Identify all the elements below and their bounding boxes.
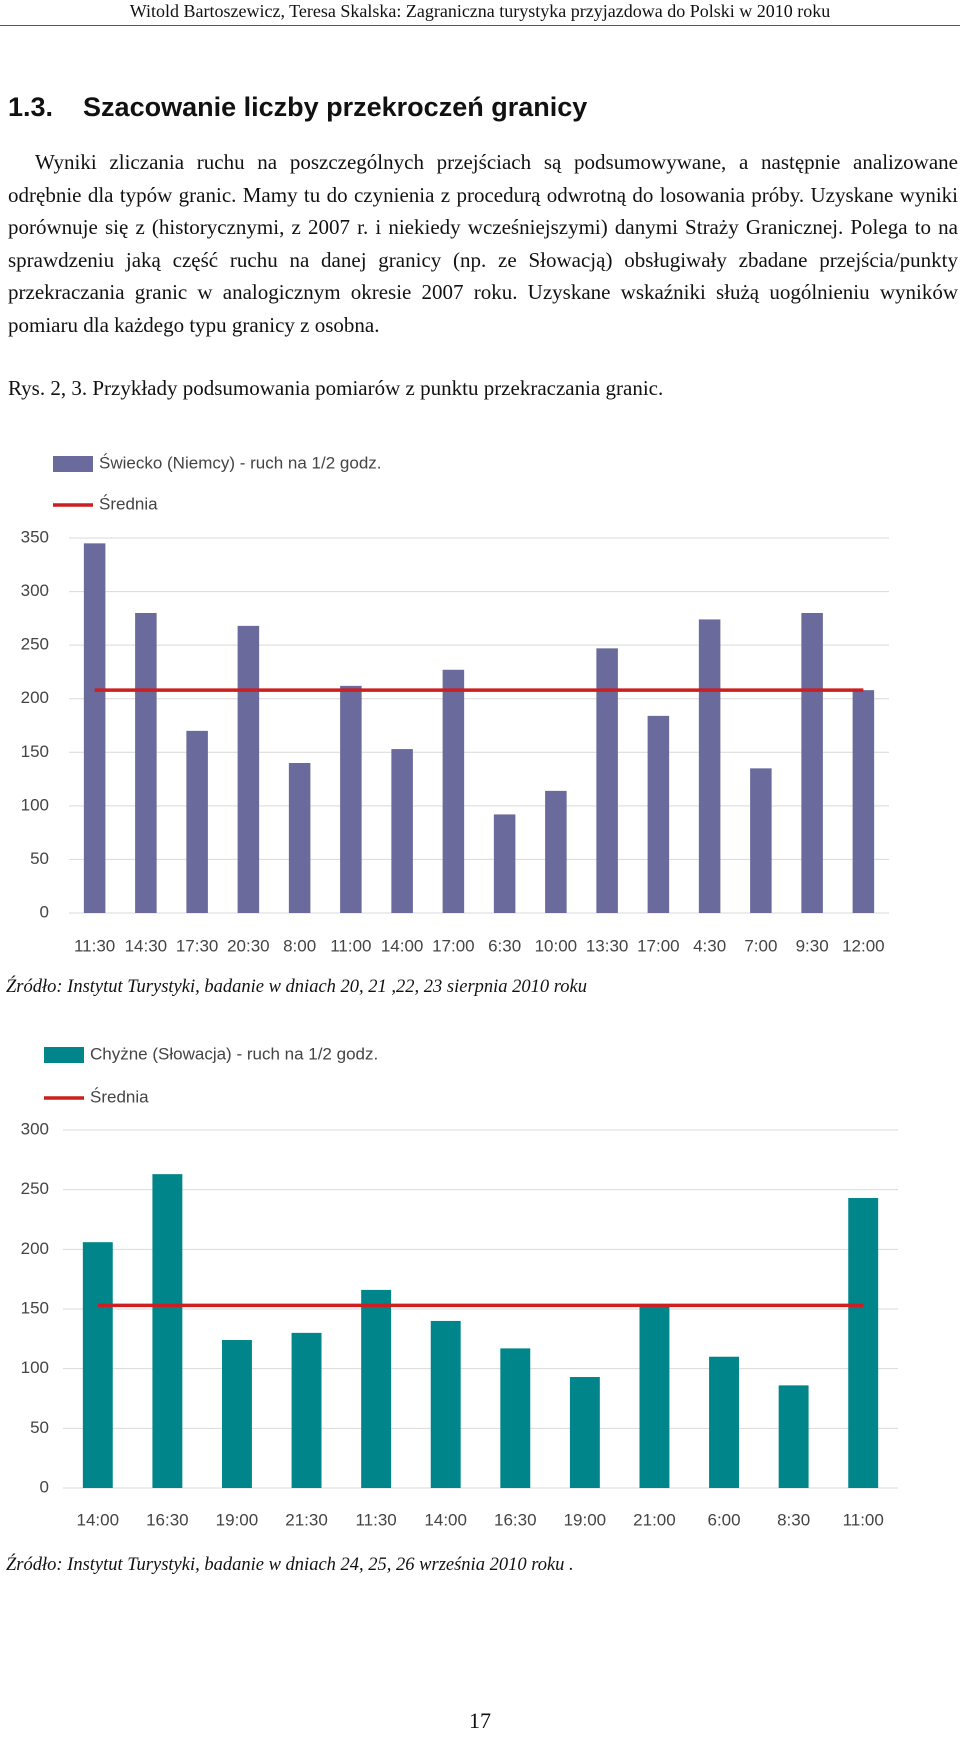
bar [801, 613, 823, 913]
legend-label: Chyżne (Słowacja) - ruch na 1/2 godz. [90, 1044, 378, 1063]
bar [82, 1242, 113, 1488]
y-tick-label: 200 [21, 1239, 49, 1258]
x-tick-label: 8:00 [283, 936, 316, 955]
bar [135, 613, 157, 913]
legend-label: Średnia [90, 1087, 149, 1106]
bar [545, 790, 567, 913]
bar [430, 1320, 461, 1488]
bar [596, 648, 618, 913]
x-tick-label: 6:30 [488, 936, 521, 955]
bar [493, 814, 516, 913]
figure-caption: Rys. 2, 3. Przykłady podsumowania pomiar… [8, 376, 664, 400]
source-note: Źródło: Instytut Turystyki, badanie w dn… [6, 1555, 574, 1575]
bar [221, 1340, 252, 1488]
y-tick-label: 250 [21, 635, 49, 654]
bar [709, 1356, 740, 1488]
x-tick-label: 14:30 [125, 936, 168, 955]
x-tick-label: 14:00 [424, 1510, 467, 1529]
page-number: 17 [469, 1708, 491, 1733]
x-tick-label: 19:00 [216, 1510, 259, 1529]
x-tick-label: 11:30 [74, 936, 115, 955]
y-tick-label: 350 [21, 527, 49, 546]
x-tick-label: 20:30 [227, 936, 270, 955]
x-tick-label: 9:30 [796, 936, 829, 955]
chart: 0 50 100 150 200 250 300 350 11:30 14:30 17:30 20:3… [21, 453, 889, 955]
bar [340, 685, 362, 913]
bar [288, 763, 311, 913]
x-tick-label: 7:00 [744, 936, 777, 955]
x-tick-label: 11:00 [843, 1510, 884, 1529]
x-tick-label: 13:30 [586, 936, 629, 955]
x-tick-label: 17:00 [637, 936, 680, 955]
y-tick-label: 200 [21, 688, 49, 707]
y-tick-label: 0 [40, 902, 49, 921]
bar [152, 1174, 183, 1488]
x-tick-label: 17:30 [176, 936, 219, 955]
bar [361, 1289, 392, 1488]
bar [778, 1385, 809, 1488]
y-tick-label: 250 [21, 1179, 49, 1198]
bar [500, 1348, 531, 1488]
running-header: Witold Bartoszewicz, Teresa Skalska: Zag… [0, 0, 960, 26]
x-tick-label: 16:30 [494, 1510, 537, 1529]
x-tick-label: 19:00 [564, 1510, 607, 1529]
x-tick-label: 21:30 [285, 1510, 328, 1529]
bar [852, 690, 875, 913]
y-tick-label: 150 [21, 742, 49, 761]
x-tick-label: 14:00 [77, 1510, 120, 1529]
source-note: Źródło: Instytut Turystyki, badanie w dn… [6, 977, 588, 997]
y-tick-label: 0 [40, 1477, 49, 1496]
y-tick-label: 300 [21, 1119, 49, 1138]
bar [83, 543, 106, 913]
x-tick-label: 4:30 [693, 936, 726, 955]
section-title: Szacowanie liczby przekroczeń granicy [83, 92, 588, 122]
bar [391, 749, 413, 913]
y-tick-label: 50 [30, 1418, 49, 1437]
x-tick-label: 11:30 [355, 1510, 396, 1529]
bar [698, 619, 721, 913]
legend-swatch [44, 1047, 84, 1063]
bar [569, 1377, 600, 1488]
x-tick-label: 10:00 [535, 936, 578, 955]
bar [186, 730, 208, 913]
bar [442, 669, 465, 913]
legend-swatch [53, 456, 93, 472]
x-tick-label: 12:00 [842, 936, 885, 955]
y-tick-label: 300 [21, 581, 49, 600]
x-tick-label: 6:00 [707, 1510, 740, 1529]
bar [237, 625, 260, 913]
legend-label: Średnia [99, 494, 158, 513]
section-number: 1.3. [8, 92, 54, 122]
x-tick-label: 21:00 [633, 1510, 676, 1529]
x-tick-label: 14:00 [381, 936, 424, 955]
x-tick-label: 16:30 [146, 1510, 189, 1529]
legend-label: Świecko (Niemcy) - ruch na 1/2 godz. [99, 453, 382, 472]
x-tick-label: 17:00 [432, 936, 475, 955]
y-tick-label: 100 [21, 795, 49, 814]
y-tick-label: 150 [21, 1298, 49, 1317]
bar [848, 1198, 879, 1488]
paragraph: Wyniki zliczania ruchu na poszczególnych… [8, 150, 958, 337]
y-tick-label: 50 [30, 849, 49, 868]
bar [647, 715, 670, 913]
bar [639, 1305, 670, 1488]
x-tick-label: 11:00 [330, 936, 371, 955]
y-tick-label: 100 [21, 1358, 49, 1377]
x-tick-label: 8:30 [777, 1510, 810, 1529]
section-heading: 1.3. Szacowanie liczby przekroczeń granic… [8, 92, 587, 123]
chart: 0 50 100 150 200 250 300 14:00 16:30 19:00 21:30 11… [21, 1044, 898, 1529]
bar [750, 768, 772, 913]
bar [291, 1332, 322, 1488]
